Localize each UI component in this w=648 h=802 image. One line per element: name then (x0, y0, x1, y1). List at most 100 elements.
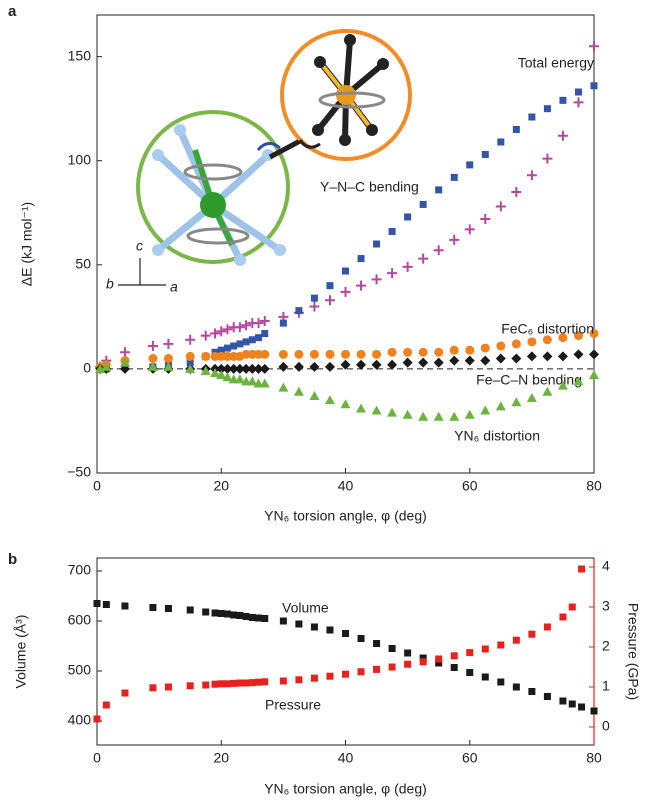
point (253, 318, 264, 329)
point (248, 614, 256, 621)
point (222, 372, 233, 382)
axis-letter: b (106, 276, 114, 292)
point (228, 363, 239, 374)
point (148, 354, 158, 363)
y-tick-label: 400 (68, 712, 92, 728)
y-tick-label: 500 (68, 662, 92, 678)
point (310, 623, 318, 631)
point (387, 268, 398, 279)
point (211, 609, 219, 617)
point (261, 678, 269, 686)
y-axis-label: ΔE (kJ mol⁻¹) (19, 202, 35, 286)
point (248, 336, 256, 344)
point (481, 645, 489, 653)
point (404, 660, 412, 668)
point (247, 349, 257, 359)
point (573, 376, 584, 386)
point (186, 359, 194, 367)
point (466, 161, 474, 169)
point (255, 678, 263, 686)
x-tick-label: 0 (93, 478, 101, 494)
point (342, 630, 349, 637)
point (589, 370, 599, 380)
point (573, 97, 584, 108)
point (559, 96, 567, 104)
y2-tick-label: 4 (602, 558, 610, 574)
point (210, 368, 221, 378)
point (497, 138, 505, 146)
point (356, 280, 367, 291)
y-tick-label: 0 (83, 360, 91, 376)
point (259, 363, 270, 374)
point (247, 376, 258, 386)
series-label: Fe–C–N bending (476, 372, 582, 388)
point (326, 626, 334, 634)
point (387, 359, 398, 370)
point (242, 679, 250, 687)
point (404, 649, 412, 657)
point (223, 680, 231, 688)
point (241, 320, 252, 331)
point (185, 334, 196, 345)
point (216, 363, 227, 374)
point (310, 674, 318, 682)
point (147, 361, 158, 371)
point (481, 673, 489, 681)
series-label: Total energy (518, 55, 594, 71)
point (418, 411, 429, 421)
series-label: FeC₆ distortion (501, 321, 594, 337)
point (496, 341, 506, 351)
point (255, 334, 263, 342)
point (433, 245, 444, 256)
point (578, 565, 586, 573)
point (433, 357, 444, 368)
point (542, 335, 552, 345)
point (309, 390, 320, 400)
point (241, 349, 251, 359)
point (234, 374, 245, 384)
plot-frame (96, 557, 595, 746)
point (324, 395, 335, 405)
point (102, 601, 110, 608)
point (419, 200, 427, 208)
point (449, 234, 460, 245)
point (121, 602, 129, 610)
point (450, 173, 458, 181)
point (388, 228, 396, 236)
point (357, 668, 365, 676)
point (210, 328, 221, 339)
point (200, 330, 211, 341)
point (216, 370, 227, 380)
point (278, 349, 288, 359)
point (324, 295, 335, 306)
point (325, 349, 335, 359)
point (260, 349, 270, 359)
point (574, 88, 582, 96)
point (511, 397, 522, 407)
point (211, 680, 219, 688)
point (149, 684, 157, 692)
point (210, 351, 220, 361)
point (526, 393, 537, 403)
point (186, 606, 194, 614)
point (528, 630, 536, 638)
point (497, 641, 505, 649)
point (293, 361, 304, 372)
point (511, 186, 522, 197)
point (373, 640, 381, 647)
point (295, 676, 303, 684)
point (557, 351, 568, 362)
point (542, 153, 553, 164)
point (388, 663, 396, 671)
point (230, 679, 238, 687)
point (201, 351, 211, 361)
point (222, 363, 233, 374)
point (418, 347, 428, 357)
point (309, 361, 320, 372)
point (418, 357, 429, 368)
point (279, 319, 287, 327)
point (449, 355, 460, 366)
x-tick-label: 60 (462, 478, 478, 494)
point (223, 344, 231, 352)
point (481, 150, 489, 158)
